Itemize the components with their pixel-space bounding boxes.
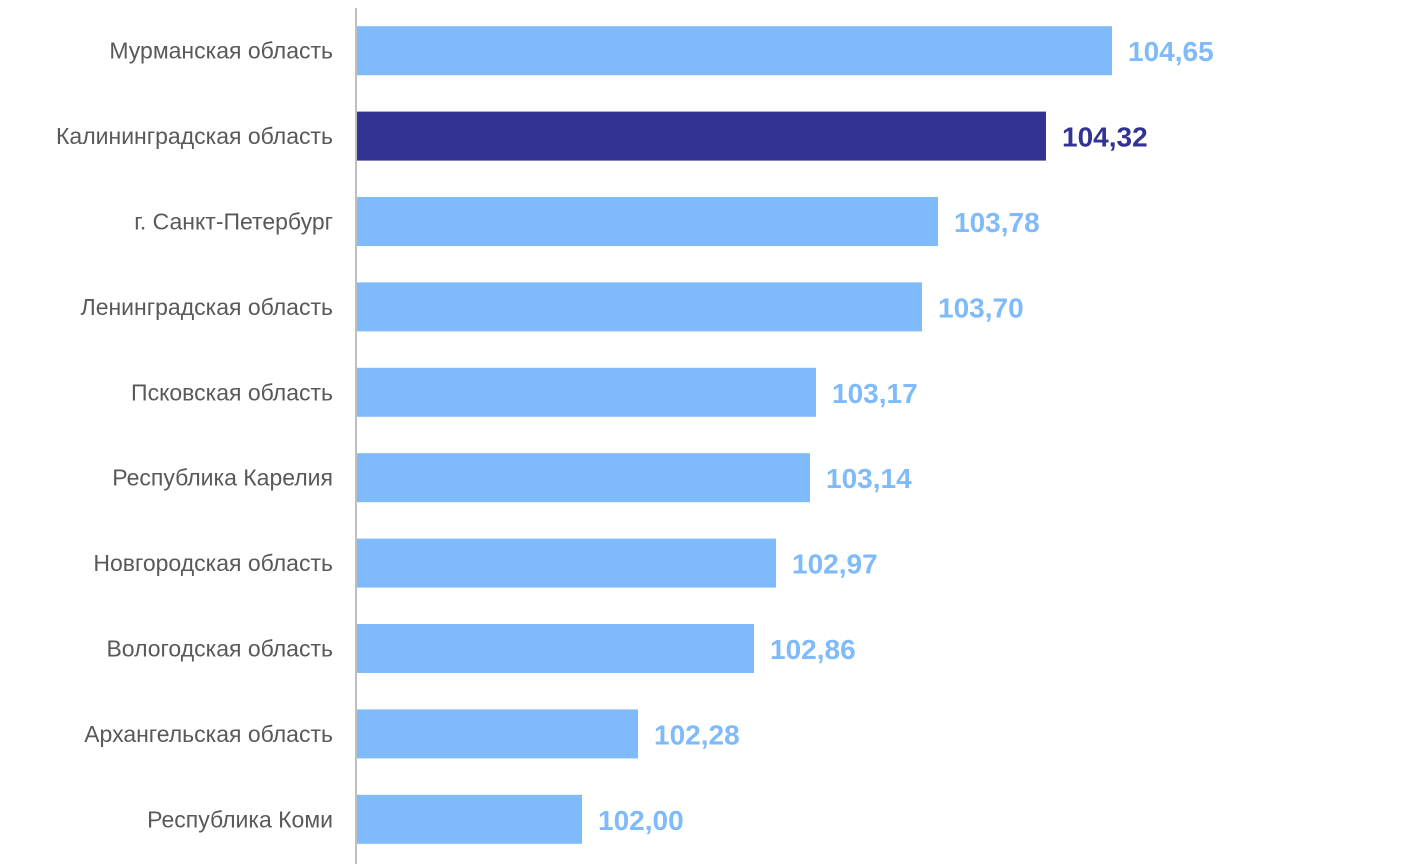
category-label: Мурманская область	[109, 38, 333, 64]
bar-8	[356, 624, 754, 673]
bar-9	[356, 709, 638, 759]
bar-3	[356, 197, 938, 246]
value-label: 103,78	[954, 207, 1040, 238]
value-label: 102,86	[770, 634, 856, 665]
category-label: Республика Коми	[147, 806, 333, 832]
bar-7	[356, 538, 776, 588]
value-label: 102,28	[654, 719, 740, 750]
bar-2	[356, 111, 1046, 161]
category-label: Республика Карелия	[112, 465, 333, 491]
bars-layer	[356, 26, 1112, 844]
bar-1	[356, 26, 1112, 76]
value-label: 103,14	[826, 463, 912, 494]
category-label: Архангельская область	[84, 721, 333, 747]
value-label: 102,00	[598, 805, 684, 836]
bar-5	[356, 367, 816, 417]
value-labels: 104,65 104,32 103,78 103,70 103,17 103,14 102,…	[598, 36, 1214, 836]
category-label: Новгородская область	[93, 550, 333, 576]
category-label: Вологодская область	[106, 636, 333, 662]
value-label: 103,17	[832, 378, 918, 409]
category-label: Псковская область	[131, 379, 333, 405]
category-label: г. Санкт-Петербург	[134, 209, 333, 235]
value-label: 104,32	[1062, 122, 1148, 153]
category-label: Ленинградская область	[81, 294, 333, 320]
bar-10	[356, 794, 582, 844]
value-label: 102,97	[792, 549, 878, 580]
bar-6	[356, 453, 810, 503]
value-label: 103,70	[938, 292, 1024, 323]
value-label: 104,65	[1128, 36, 1214, 67]
category-labels: Мурманская область Калининградская област…	[56, 38, 333, 833]
bar-4	[356, 282, 922, 332]
category-label: Калининградская область	[56, 123, 333, 149]
